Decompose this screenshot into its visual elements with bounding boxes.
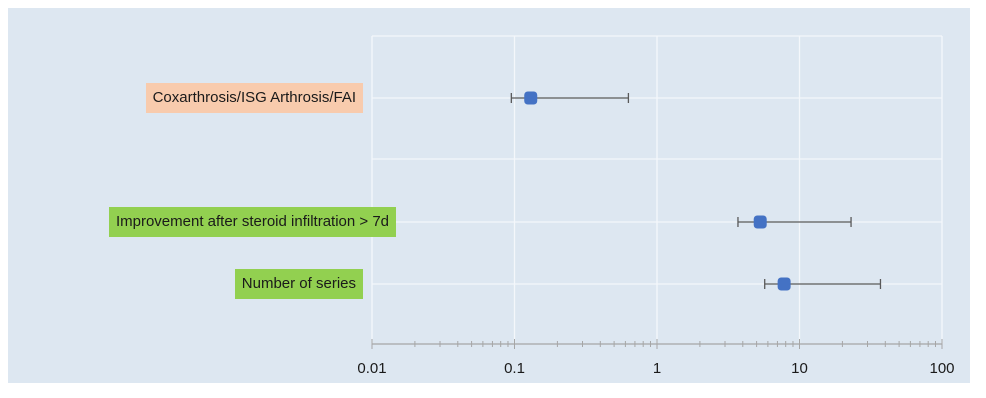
forest-plot: 0.01 0.1 1 10 100 [8,8,970,383]
estimate-marker-2 [778,278,791,291]
x-tick-label-3: 10 [791,360,808,377]
category-label-0: Coxarthrosis/ISG Arthrosis/FAI [146,83,363,113]
estimate-marker-1 [754,216,767,229]
category-label-2: Number of series [235,269,363,299]
x-tick-label-1: 0.1 [504,360,525,377]
chart-panel: 0.01 0.1 1 10 100 Coxarthrosis/ISG Arthrosis… [8,8,970,383]
x-tick-label-4: 100 [929,360,954,377]
category-label-1: Improvement after steroid infiltration >… [109,207,396,237]
x-tick-label-2: 1 [653,360,661,377]
estimate-marker-0 [524,92,537,105]
x-tick-label-0: 0.01 [357,360,386,377]
